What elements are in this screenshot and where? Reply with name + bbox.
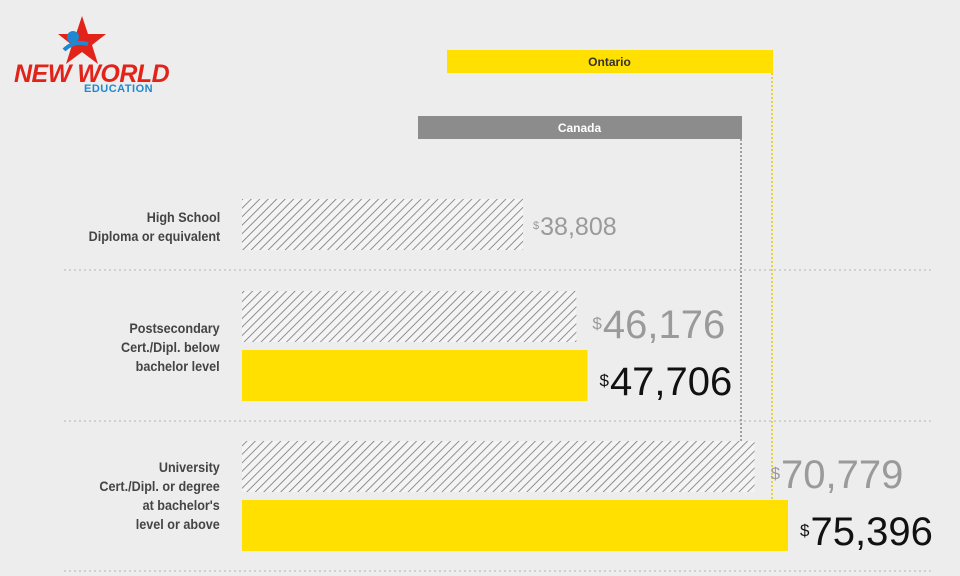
legend-canada-bar	[418, 116, 742, 139]
logo-sub: EDUCATION	[84, 83, 154, 95]
logo-name: NEW WORLD	[14, 60, 170, 88]
canada-value-label: $46,176	[592, 303, 725, 347]
ontario-value-label: $75,396	[800, 510, 933, 554]
ontario-bar	[242, 350, 588, 401]
canada-bar	[242, 441, 755, 492]
category-label: Postsecondary Cert./Dipl. below bachelor…	[121, 319, 220, 374]
legend-canada-label: Canada	[558, 121, 602, 135]
legend-ontario-label: Ontario	[588, 55, 631, 69]
canada-value-label: $38,808	[533, 213, 617, 241]
canada-bar	[242, 199, 524, 250]
ontario-value-label: $47,706	[599, 360, 732, 404]
ontario-bar	[242, 500, 788, 551]
legend-ontario-bar	[447, 50, 773, 73]
star-person-icon	[58, 16, 106, 64]
canada-bar	[242, 291, 577, 342]
category-label: High School Diploma or equivalent	[88, 209, 220, 244]
new-world-education-logo: NEW WORLD EDUCATION	[12, 12, 172, 102]
canada-value-label: $70,779	[771, 453, 904, 497]
category-label: University Cert./Dipl. or degree at bach…	[99, 459, 220, 532]
